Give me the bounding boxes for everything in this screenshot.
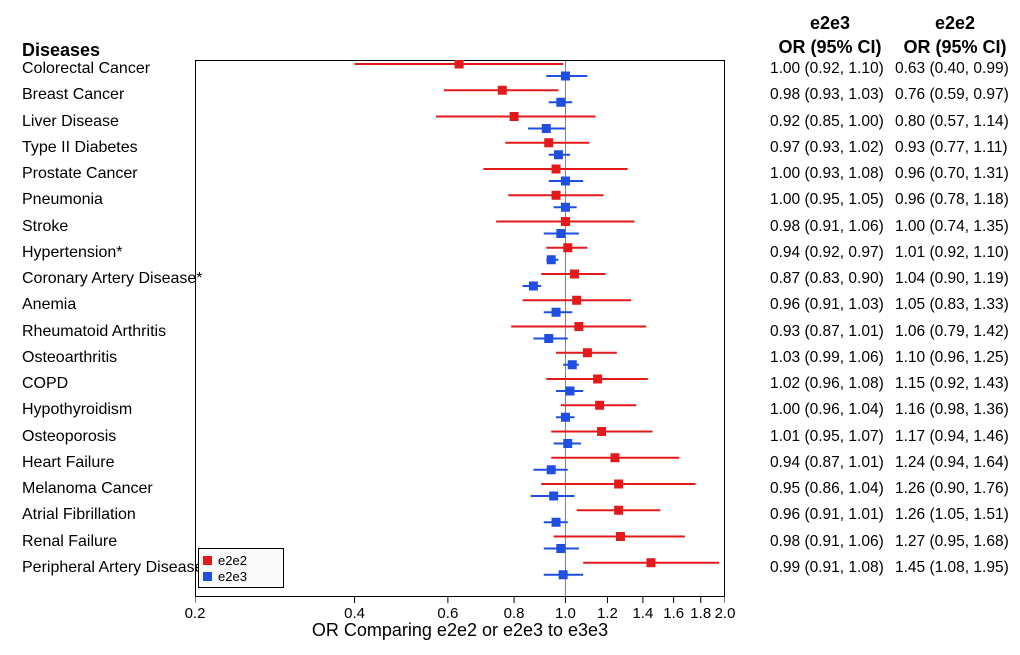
disease-label: Colorectal Cancer [22,61,150,77]
value-e2e2: 1.16 (0.98, 1.36) [895,402,1009,418]
value-e2e2: 1.05 (0.83, 1.33) [895,297,1009,313]
disease-label: Coronary Artery Disease* [22,271,203,287]
forest-plot-svg [195,60,725,620]
value-e2e3: 0.97 (0.93, 1.02) [770,140,884,156]
value-e2e3: 0.96 (0.91, 1.03) [770,297,884,313]
value-e2e2: 1.01 (0.92, 1.10) [895,245,1009,261]
value-e2e3: 0.99 (0.91, 1.08) [770,560,884,576]
disease-label: Melanoma Cancer [22,481,153,497]
value-e2e2: 0.93 (0.77, 1.11) [895,140,1008,156]
col1-header: e2e3 [770,13,890,34]
disease-label: Anemia [22,297,76,313]
legend-swatch-e2e2 [203,556,212,565]
legend-item-e2e2: e2e2 [203,552,279,568]
value-e2e2: 1.24 (0.94, 1.64) [895,455,1009,471]
value-e2e2: 1.15 (0.92, 1.43) [895,376,1009,392]
value-e2e3: 1.00 (0.95, 1.05) [770,192,884,208]
disease-label: Renal Failure [22,534,117,550]
disease-label: COPD [22,376,68,392]
value-e2e3: 0.94 (0.92, 0.97) [770,245,884,261]
value-e2e2: 1.10 (0.96, 1.25) [895,350,1009,366]
disease-label: Prostate Cancer [22,166,138,182]
forest-plot [195,60,725,590]
value-e2e3: 0.98 (0.91, 1.06) [770,534,884,550]
value-e2e2: 1.00 (0.74, 1.35) [895,219,1009,235]
value-e2e3: 1.03 (0.99, 1.06) [770,350,884,366]
disease-label: Peripheral Artery Disease [22,560,203,576]
value-e2e2: 0.80 (0.57, 1.14) [895,114,1009,130]
value-e2e3: 1.00 (0.93, 1.08) [770,166,884,182]
disease-label: Heart Failure [22,455,114,471]
value-e2e3: 0.92 (0.85, 1.00) [770,114,884,130]
value-e2e2: 1.06 (0.79, 1.42) [895,324,1009,340]
col1-subheader: OR (95% CI) [770,37,890,58]
diseases-header: Diseases [22,40,100,61]
value-e2e2: 0.76 (0.59, 0.97) [895,87,1009,103]
value-e2e2: 0.96 (0.70, 1.31) [895,166,1009,182]
value-e2e3: 0.87 (0.83, 0.90) [770,271,884,287]
value-e2e2: 1.27 (0.95, 1.68) [895,534,1009,550]
legend-label-e2e3: e2e3 [218,569,247,584]
disease-label: Stroke [22,219,68,235]
legend: e2e2 e2e3 [198,548,284,588]
value-e2e2: 1.26 (0.90, 1.76) [895,481,1009,497]
value-e2e3: 0.98 (0.91, 1.06) [770,219,884,235]
value-e2e2: 1.04 (0.90, 1.19) [895,271,1009,287]
value-e2e3: 0.96 (0.91, 1.01) [770,507,884,523]
value-e2e3: 1.02 (0.96, 1.08) [770,376,884,392]
value-e2e3: 0.93 (0.87, 1.01) [770,324,884,340]
x-axis-label: OR Comparing e2e2 or e2e3 to e3e3 [195,620,725,641]
col2-header: e2e2 [895,13,1015,34]
disease-label: Hypothyroidism [22,402,132,418]
disease-label: Type II Diabetes [22,140,138,156]
disease-label: Breast Cancer [22,87,124,103]
legend-swatch-e2e3 [203,572,212,581]
col2-subheader: OR (95% CI) [895,37,1015,58]
value-e2e2: 1.26 (1.05, 1.51) [895,507,1009,523]
legend-label-e2e2: e2e2 [218,553,247,568]
disease-label: Osteoarthritis [22,350,117,366]
value-e2e3: 0.95 (0.86, 1.04) [770,481,884,497]
disease-label: Hypertension* [22,245,123,261]
disease-label: Osteoporosis [22,429,116,445]
value-e2e3: 0.98 (0.93, 1.03) [770,87,884,103]
value-e2e2: 0.63 (0.40, 0.99) [895,61,1009,77]
legend-item-e2e3: e2e3 [203,568,279,584]
value-e2e2: 0.96 (0.78, 1.18) [895,192,1009,208]
forest-plot-canvas: Diseases e2e3 OR (95% CI) e2e2 OR (95% C… [0,0,1020,655]
value-e2e3: 0.94 (0.87, 1.01) [770,455,884,471]
disease-label: Pneumonia [22,192,103,208]
value-e2e3: 1.00 (0.96, 1.04) [770,402,884,418]
value-e2e3: 1.01 (0.95, 1.07) [770,429,884,445]
disease-label: Liver Disease [22,114,119,130]
value-e2e2: 1.17 (0.94, 1.46) [895,429,1009,445]
disease-label: Atrial Fibrillation [22,507,136,523]
disease-label: Rheumatoid Arthritis [22,324,166,340]
value-e2e3: 1.00 (0.92, 1.10) [770,61,884,77]
value-e2e2: 1.45 (1.08, 1.95) [895,560,1009,576]
